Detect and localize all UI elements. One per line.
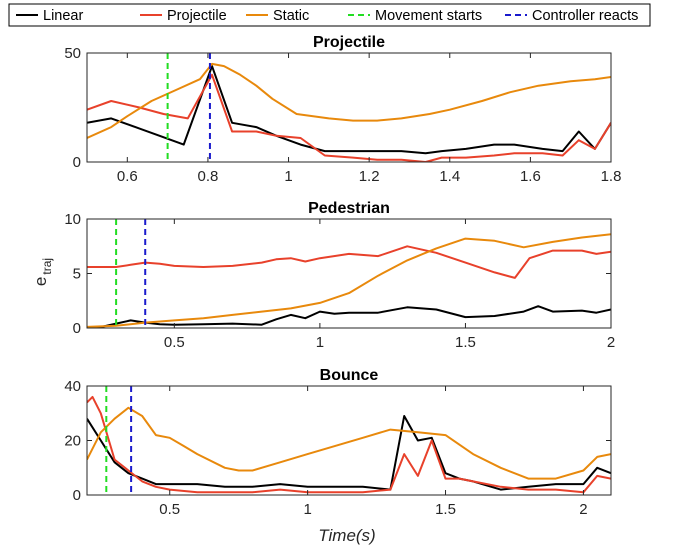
panel-pedestrian: Pedestrian 0.5 1 1.5 2 0 5 10 <box>64 200 615 351</box>
y-axis-label-sub: traj <box>40 258 54 275</box>
y-tick-label-pedestrian: 5 <box>73 266 81 283</box>
series-line-linear-pedestrian <box>87 305 611 328</box>
x-tick-label-projectile: 1.8 <box>601 168 622 185</box>
x-tick-label-bounce: 0.5 <box>159 501 180 518</box>
y-tick-label-bounce: 20 <box>64 433 81 450</box>
panel-projectile: Projectile 0.6 0.8 1 1.2 1.4 1.6 1.8 0 50 <box>64 34 621 185</box>
legend-item-linear: Linear <box>16 8 83 24</box>
legend-label-movement_starts: Movement starts <box>375 8 482 24</box>
series-line-linear-projectile <box>87 65 611 155</box>
legend-label-controller_reacts: Controller reacts <box>532 8 638 24</box>
series-line-static-pedestrian <box>87 233 611 328</box>
legend-items: Linear Projectile Static Movement starts Con… <box>16 8 638 24</box>
plot-area-bounce <box>87 395 611 494</box>
y-tick-label-pedestrian: 0 <box>73 320 81 337</box>
series-line-projectile-bounce <box>87 395 611 494</box>
x-tick-label-pedestrian: 1.5 <box>455 334 476 351</box>
x-tick-label-projectile: 1.4 <box>439 168 460 185</box>
x-axis-label: Time(s) <box>318 526 375 545</box>
axes-frame-pedestrian <box>86 218 612 329</box>
y-tick-label-projectile: 0 <box>73 154 81 171</box>
x-tick-label-bounce: 2 <box>579 501 587 518</box>
y-axis-label: e traj <box>31 258 54 286</box>
legend-label-projectile: Projectile <box>167 8 227 24</box>
x-tick-label-bounce: 1.5 <box>435 501 456 518</box>
series-line-static-bounce <box>87 406 611 480</box>
panel-title-bounce: Bounce <box>320 367 379 384</box>
y-tick-label-projectile: 50 <box>64 45 81 62</box>
series-line-projectile-projectile <box>87 73 611 162</box>
y-tick-label-bounce: 40 <box>64 378 81 395</box>
y-axis-label-base: e <box>31 277 50 286</box>
x-tick-label-projectile: 0.6 <box>117 168 138 185</box>
legend: Linear Projectile Static Movement starts Con… <box>8 3 651 27</box>
x-tick-label-bounce: 1 <box>303 501 311 518</box>
x-tick-label-pedestrian: 1 <box>316 334 324 351</box>
x-tick-label-pedestrian: 0.5 <box>164 334 185 351</box>
plot-area-projectile <box>87 62 611 162</box>
y-tick-label-bounce: 0 <box>73 487 81 504</box>
series-line-static-projectile <box>87 62 611 139</box>
x-tick-label-projectile: 1.6 <box>520 168 541 185</box>
x-tick-label-projectile: 1 <box>284 168 292 185</box>
x-tick-label-projectile: 0.8 <box>197 168 218 185</box>
legend-item-controller_reacts: Controller reacts <box>505 8 638 24</box>
x-tick-label-pedestrian: 2 <box>607 334 615 351</box>
legend-label-static: Static <box>273 8 309 24</box>
plot-area-pedestrian <box>87 233 611 328</box>
legend-item-static: Static <box>246 8 309 24</box>
legend-item-projectile: Projectile <box>140 8 227 24</box>
legend-label-linear: Linear <box>43 8 83 24</box>
legend-item-movement_starts: Movement starts <box>348 8 482 24</box>
series-line-projectile-pedestrian <box>87 245 611 279</box>
axes-frame-projectile <box>86 52 612 163</box>
x-tick-label-projectile: 1.2 <box>359 168 380 185</box>
panel-title-pedestrian: Pedestrian <box>308 200 390 217</box>
panel-title-projectile: Projectile <box>313 34 385 51</box>
legend-box <box>8 3 651 27</box>
y-tick-label-pedestrian: 10 <box>64 211 81 228</box>
